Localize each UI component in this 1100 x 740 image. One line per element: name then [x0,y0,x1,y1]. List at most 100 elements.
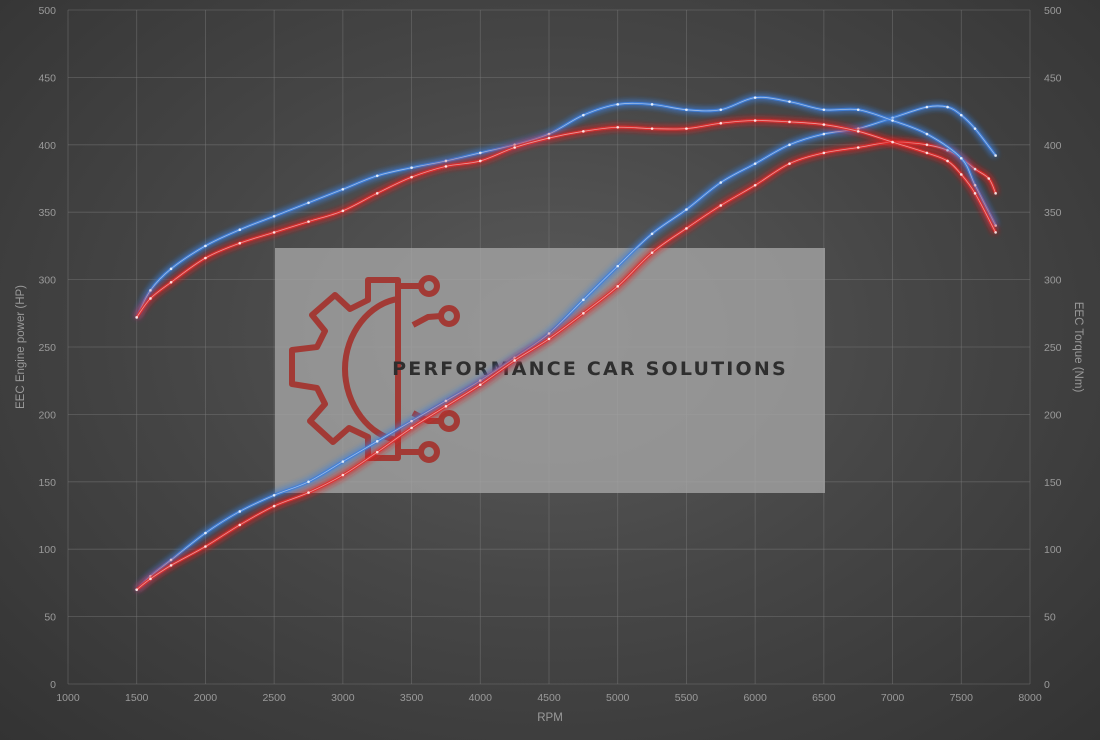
data-point [410,419,413,423]
data-point [513,359,516,362]
data-point [341,473,345,477]
data-point [925,151,929,155]
data-point [375,440,379,443]
watermark: PERFORMANCE CAR SOLUTIONS [275,248,825,493]
left-tick-label: 0 [50,679,56,691]
data-point [946,159,949,163]
data-point [513,146,516,149]
data-point [272,214,276,218]
data-point [719,181,723,184]
data-point [685,108,688,112]
watermark-text: PERFORMANCE CAR SOLUTIONS [392,358,788,380]
data-point [994,154,997,157]
data-point [547,337,551,341]
data-point [582,113,585,117]
data-point [891,140,894,144]
gear-circuit-logo-icon [289,275,460,463]
data-point [375,450,379,454]
left-tick-label: 400 [38,140,56,152]
data-point [616,285,620,288]
data-point [973,167,977,171]
data-point [341,460,345,463]
data-point [169,558,173,562]
data-point [946,105,949,109]
data-point [925,143,929,147]
x-tick-label: 1000 [56,692,80,704]
left-tick-label: 100 [38,544,56,556]
data-point [307,220,310,223]
right-tick-label: 0 [1044,679,1050,691]
data-point [204,256,207,260]
data-point [788,143,791,147]
right-tick-label: 400 [1044,140,1062,152]
data-point [959,173,963,176]
right-tick-label: 500 [1044,5,1062,17]
data-point [994,224,997,227]
data-point [238,510,242,513]
right-axis-title: EEC Torque (Nm) [1072,302,1084,393]
data-point [410,426,413,430]
series-3 [135,95,997,319]
data-point [973,183,977,187]
x-tick-label: 7500 [950,692,974,704]
x-axis-title: RPM [537,712,563,724]
data-point [149,297,152,300]
data-point [410,166,413,170]
data-point [650,127,654,130]
data-point [822,123,826,126]
data-point [582,312,585,315]
data-point [753,183,757,187]
data-point [685,127,688,130]
x-tick-label: 7000 [881,692,905,704]
data-point [478,159,482,163]
data-point [238,241,242,245]
data-point [719,121,723,125]
data-point [788,162,791,165]
data-point [856,127,860,130]
left-tick-label: 150 [38,477,56,489]
data-point [856,146,860,149]
data-point [753,119,757,122]
data-point [272,493,276,497]
left-tick-label: 250 [38,342,56,354]
data-point [444,165,448,168]
grid [67,9,1031,685]
data-point [650,103,654,106]
data-point [410,175,413,179]
data-point [169,564,173,567]
data-point [891,116,894,120]
data-point [959,113,963,117]
data-point [135,316,139,319]
data-point [478,379,482,383]
x-tick-label: 5500 [675,692,699,704]
data-point [444,159,448,163]
data-point [891,119,894,122]
series-2 [135,140,998,591]
data-point [547,132,551,136]
series-1 [135,104,997,591]
data-point [856,108,860,112]
data-point [307,480,310,484]
x-tick-label: 4000 [469,692,493,704]
data-point [946,148,949,152]
data-point [822,132,826,136]
data-point [959,156,963,160]
series-line-highlight [136,141,997,590]
right-tick-label: 200 [1044,409,1062,421]
data-point [375,174,379,178]
right-axis-ticks: 0 50 100 150 200 250 300 350 400 450 500 [1044,5,1062,691]
data-point [753,96,757,99]
right-tick-label: 100 [1044,544,1062,556]
x-tick-label: 8000 [1018,692,1042,704]
x-tick-label: 6000 [743,692,767,704]
x-tick-label: 4500 [537,692,561,704]
data-point [685,227,688,230]
data-point [135,588,139,591]
right-tick-label: 450 [1044,72,1062,84]
data-point [650,232,654,236]
series-4 [135,119,997,319]
left-axis-title: EEC Engine power (HP) [15,285,27,409]
data-point [341,209,345,213]
x-tick-label: 2500 [262,692,286,704]
data-point [375,192,379,195]
